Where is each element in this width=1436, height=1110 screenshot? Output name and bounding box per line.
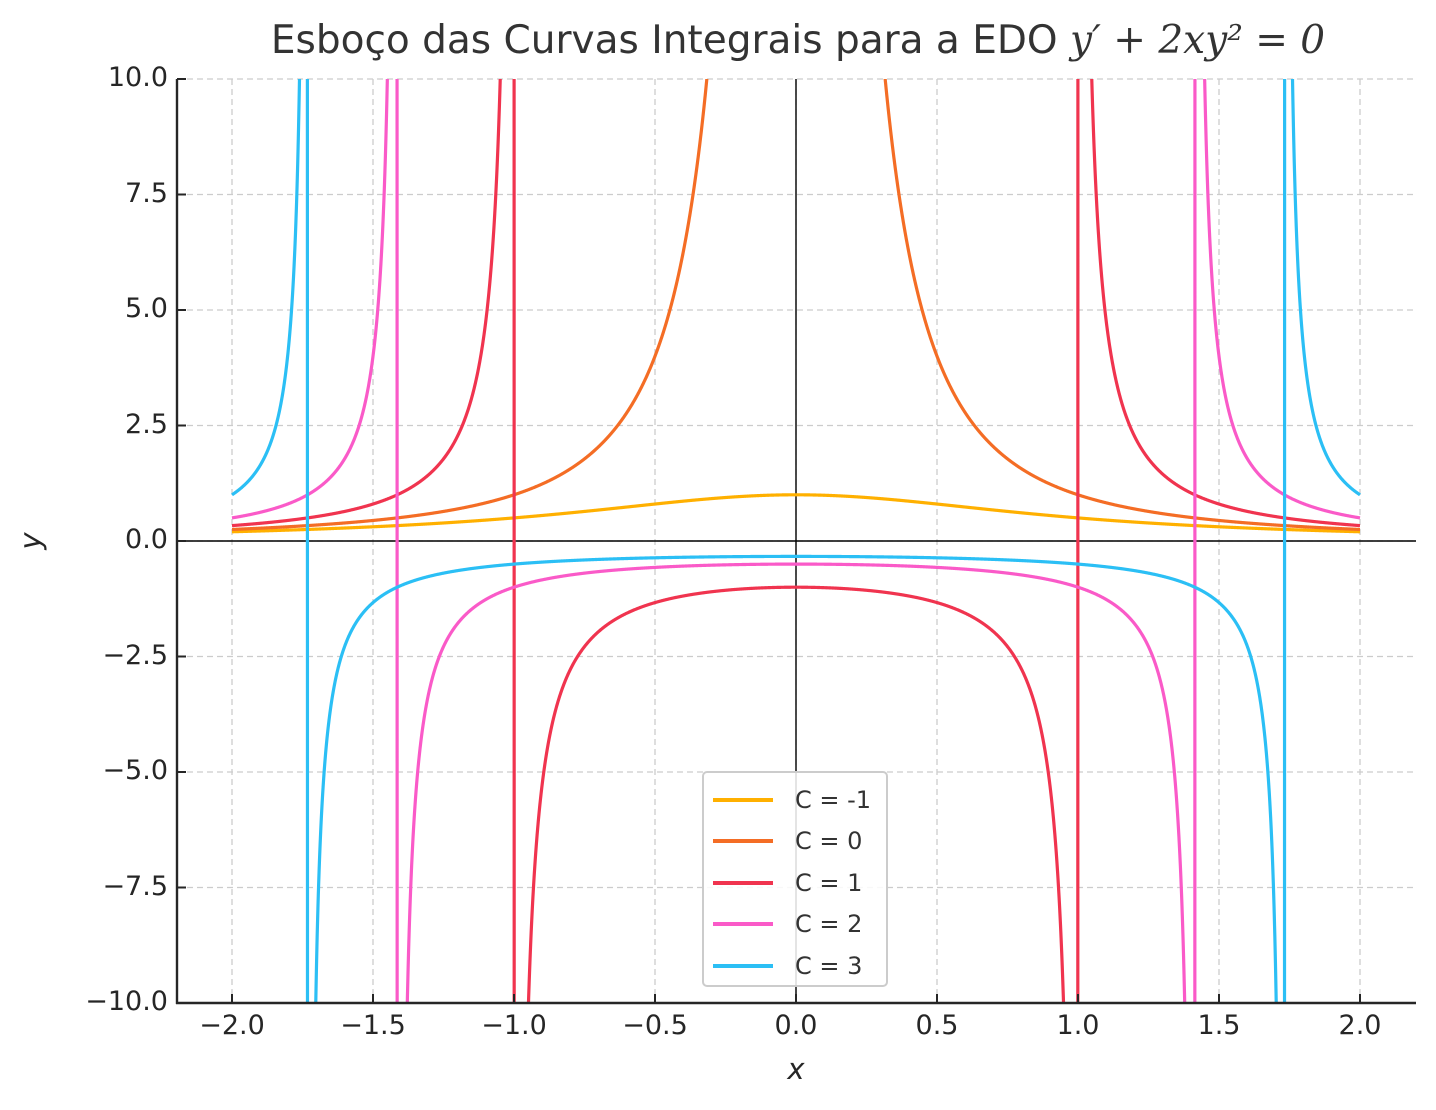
x-tick-label: −2.0: [199, 1010, 265, 1041]
chart-title: Esboço das Curvas Integrais para a EDO y…: [0, 18, 1436, 63]
legend-item-c-0: C = 0: [704, 821, 886, 863]
legend-label: C = 2: [795, 910, 863, 939]
legend: C = -1 C = 0 C = 1 C = 2 C = 3: [702, 771, 888, 987]
x-axis-label: x: [787, 1052, 805, 1086]
y-tick-label: 7.5: [125, 177, 168, 209]
x-tick-label: −1.0: [481, 1010, 547, 1041]
y-tick-label: −7.5: [102, 870, 168, 902]
legend-swatch: [713, 963, 773, 968]
y-tick-label: 10.0: [107, 62, 168, 93]
legend-item-c-2: C = 2: [704, 904, 886, 946]
integral-curves: [231, 79, 1361, 1003]
legend-label: C = -1: [795, 785, 872, 814]
legend-item-c-1: C = 1: [704, 862, 886, 904]
y-tick-label: 2.5: [125, 408, 168, 440]
x-tick-label: −0.5: [622, 1010, 688, 1041]
legend-swatch: [713, 922, 773, 927]
x-tick-label: 1.0: [1056, 1010, 1100, 1041]
legend-item-c-3: C = 3: [704, 945, 886, 987]
chart-title-equation: y′ + 2xy² = 0: [1070, 18, 1326, 63]
legend-label: C = 3: [795, 951, 863, 980]
legend-label: C = 0: [795, 827, 863, 856]
y-tick-label: 0.0: [125, 524, 168, 555]
chart-title-text: Esboço das Curvas Integrais para a EDO: [270, 18, 1070, 63]
y-tick-label: 5.0: [125, 293, 168, 324]
legend-swatch: [713, 880, 773, 885]
y-tick-label: −5.0: [102, 755, 168, 786]
x-tick-label: 2.0: [1338, 1010, 1382, 1041]
legend-label: C = 1: [795, 868, 863, 897]
legend-swatch: [713, 839, 773, 844]
x-tick-label: 1.5: [1197, 1010, 1241, 1041]
axes-spines: [175, 78, 1416, 1005]
legend-item-c-minus1: C = -1: [704, 779, 886, 821]
x-tick-label: 0.5: [915, 1010, 959, 1041]
y-axis-label: y: [13, 532, 48, 550]
x-tick-label: −1.5: [340, 1010, 406, 1041]
y-tick-label: −2.5: [102, 639, 168, 671]
y-tick-label: −10.0: [85, 986, 168, 1017]
x-tick-label: 0.0: [774, 1010, 818, 1041]
legend-swatch: [713, 797, 773, 802]
